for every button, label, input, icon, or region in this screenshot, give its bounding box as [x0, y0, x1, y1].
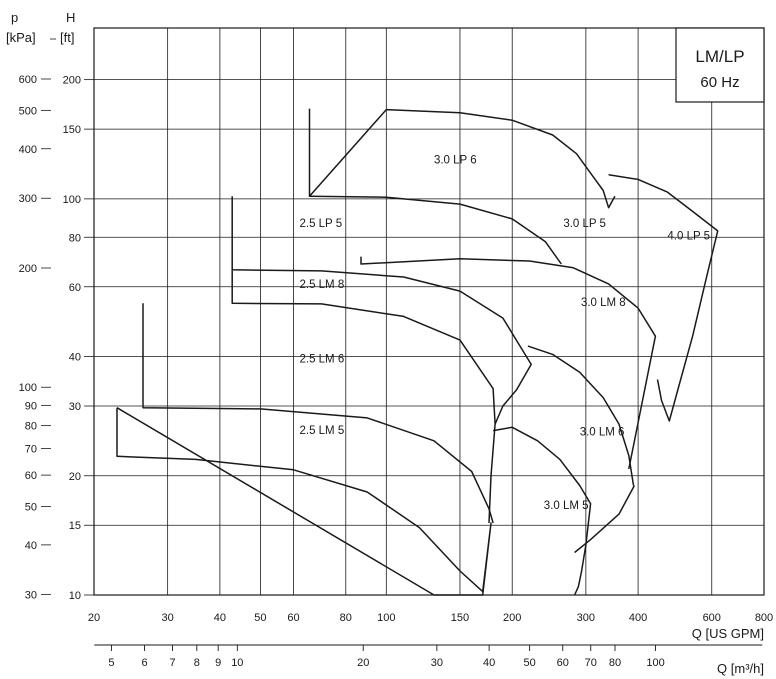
chart-title: LM/LP — [695, 47, 744, 66]
y2-tick-label-400: 400 — [19, 144, 37, 156]
y2-tick-label-100: 100 — [19, 382, 37, 394]
y-tick-label-30: 30 — [69, 401, 81, 413]
y2-tick-label-300: 300 — [19, 193, 37, 205]
y-axis-title: H — [66, 10, 75, 25]
pump-curves — [116, 108, 719, 596]
curve-3-0-lm-8 — [360, 256, 657, 470]
curve-label-3-0-lp-5: 3.0 LP 5 — [563, 218, 606, 230]
curve-3-0-lm-5-lower — [574, 485, 636, 554]
curve-label-3-0-lm-6: 3.0 LM 6 — [580, 426, 625, 438]
x2-tick-label-100: 100 — [646, 657, 664, 669]
y-tick-label-80: 80 — [69, 232, 81, 244]
y2-tick-label-60: 60 — [25, 470, 37, 482]
x2-tick-label-7: 7 — [169, 657, 175, 669]
x-axis-m3h-ticks: 5 6 7 8 9 10 20 30 40 50 60 70 80 100 — [94, 644, 763, 669]
x-tick-label-600: 600 — [703, 612, 721, 624]
y-tick-label-100: 100 — [63, 194, 81, 206]
plot-frame — [93, 27, 765, 596]
grid-lines — [94, 28, 764, 595]
y-tick-label-20: 20 — [69, 471, 81, 483]
curve-label-3-0-lm-5: 3.0 LM 5 — [544, 500, 589, 512]
x2-tick-label-30: 30 — [431, 657, 443, 669]
curve-3-0-lm-6 — [527, 345, 635, 486]
x-tick-label-300: 300 — [577, 612, 595, 624]
y-tick-label-60: 60 — [69, 282, 81, 294]
x2-tick-label-70: 70 — [585, 657, 597, 669]
y-tick-label-10: 10 — [69, 590, 81, 602]
x-tick-label-200: 200 — [503, 612, 521, 624]
x2-tick-label-9: 9 — [215, 657, 221, 669]
x-tick-label-800: 800 — [755, 612, 773, 624]
curve-label-2-5-lp-5: 2.5 LP 5 — [299, 218, 342, 230]
x-tick-label-20: 20 — [88, 612, 100, 624]
x2-tick-label-80: 80 — [609, 657, 621, 669]
y-tick-label-200: 200 — [63, 75, 81, 87]
x2-tick-label-6: 6 — [141, 657, 147, 669]
y2-tick-label-500: 500 — [19, 105, 37, 117]
y2-tick-label-200: 200 — [19, 263, 37, 275]
x-tick-label-400: 400 — [629, 612, 647, 624]
x2-tick-label-20: 20 — [357, 657, 369, 669]
x2-tick-label-60: 60 — [557, 657, 569, 669]
x-tick-label-60: 60 — [287, 612, 299, 624]
y-tick-label-40: 40 — [69, 352, 81, 364]
y2-tick-label-600: 600 — [19, 74, 37, 86]
curve-2-5-lm-8 — [231, 269, 496, 524]
y2-tick-label-80: 80 — [25, 421, 37, 433]
x-tick-label-40: 40 — [214, 612, 226, 624]
curve-3-0-lp-5 — [309, 195, 562, 265]
x-tick-label-30: 30 — [162, 612, 174, 624]
curve-2-5-lm-5 — [116, 407, 492, 596]
curve-label-2-5-lm-8: 2.5 LM 8 — [299, 279, 344, 291]
plot-border — [93, 27, 765, 596]
curve-label-3-0-lp-6: 3.0 LP 6 — [434, 154, 477, 166]
curve-label-3-0-lm-8: 3.0 LM 8 — [581, 297, 626, 309]
x-axis-title: Q [US GPM] — [692, 626, 764, 641]
x2-tick-label-5: 5 — [108, 657, 114, 669]
x-tick-label-50: 50 — [254, 612, 266, 624]
x2-tick-label-8: 8 — [194, 657, 200, 669]
curve-label-2-5-lm-6: 2.5 LM 6 — [299, 354, 344, 366]
chart-subtitle: 60 Hz — [700, 74, 739, 91]
curve-3-0-lm-5 — [492, 426, 592, 596]
y2-tick-label-50: 50 — [25, 501, 37, 513]
curve-3-0-lp-6 — [308, 108, 616, 209]
curve-2-5-lp-5 — [231, 196, 532, 425]
y2-axis-title: p — [11, 10, 18, 25]
y2-tick-label-30: 30 — [25, 589, 37, 601]
curve-label-4-0-lp-5: 4.0 LP 5 — [667, 230, 710, 242]
x2-tick-label-50: 50 — [524, 657, 536, 669]
y-tick-label-15: 15 — [69, 520, 81, 532]
x-tick-label-150: 150 — [451, 612, 469, 624]
y2-tick-label-90: 90 — [25, 400, 37, 412]
y-axis-kpa-ticks: 30 40 50 60 70 80 90 100 200 300 400 500 600 — [19, 74, 51, 601]
title-box — [675, 27, 765, 103]
x2-tick-label-10: 10 — [231, 657, 243, 669]
x-axis-gpm-ticks: 20 30 40 50 60 80 100 150 200 300 400 600 800 — [88, 612, 773, 624]
x2-axis-title: Q [m³/h] — [717, 661, 764, 676]
x-tick-label-80: 80 — [340, 612, 352, 624]
y-axis-ft-ticks: 10 15 20 30 40 60 80 100 150 200 — [63, 75, 94, 602]
y-axis-unit: [ft] — [60, 30, 74, 45]
y2-axis-unit: [kPa] — [6, 30, 36, 45]
curve-labels: 2.5 LM 5 2.5 LM 6 2.5 LM 8 2.5 LP 5 3.0 LP 6… — [299, 154, 710, 512]
curve-2-5-lm-6 — [142, 303, 494, 524]
x2-tick-label-40: 40 — [483, 657, 495, 669]
y-tick-label-150: 150 — [63, 124, 81, 136]
y2-tick-label-70: 70 — [25, 444, 37, 456]
curve-4-0-lp-5 — [608, 174, 719, 422]
curve-label-2-5-lm-5: 2.5 LM 5 — [299, 425, 344, 437]
x-tick-label-100: 100 — [377, 612, 395, 624]
y2-tick-label-40: 40 — [25, 540, 37, 552]
